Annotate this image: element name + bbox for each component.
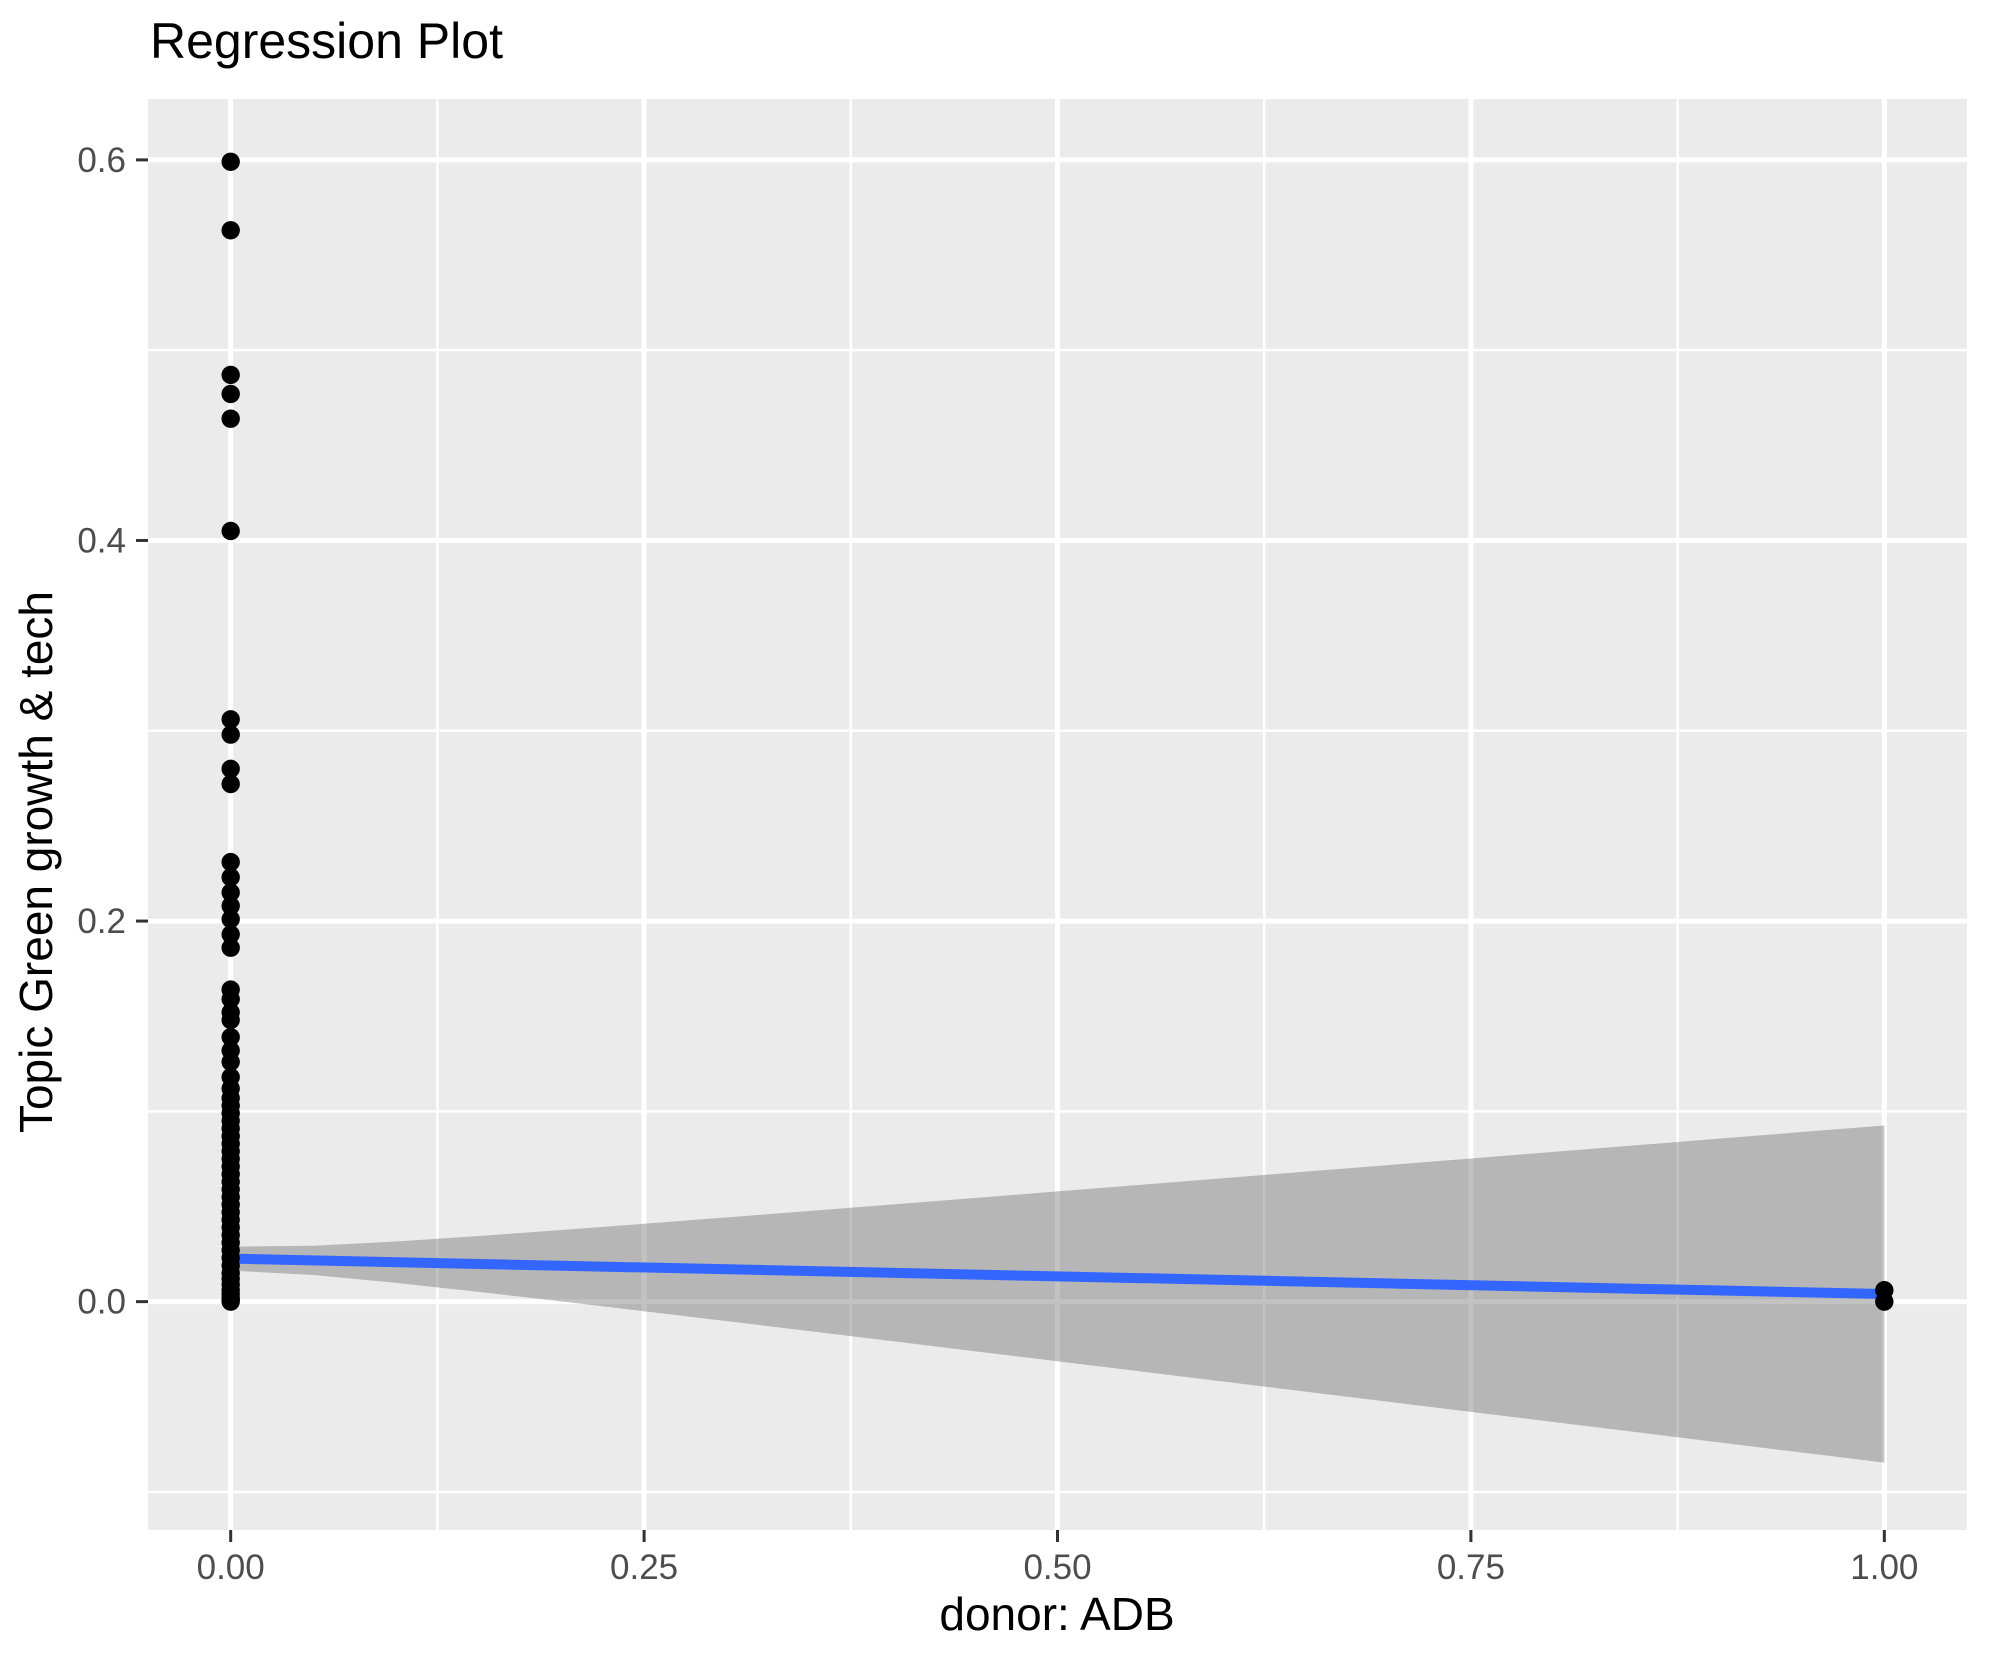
data-point [221,725,240,744]
data-point [221,409,240,428]
data-point [221,152,240,171]
confidence-band [230,1125,1885,1463]
data-point [221,868,240,887]
regression-line [230,1253,1885,1300]
data-point [221,759,240,779]
data-point [221,989,240,1009]
y-tick-label: 0.0 [77,1283,126,1322]
x-tick-label: 0.75 [1437,1548,1505,1587]
x-tick-label: 0.25 [610,1548,678,1587]
x-tick-label: 1.00 [1850,1548,1918,1587]
data-point [221,938,240,957]
data-point [221,521,240,541]
data-point [221,909,240,929]
y-tick-label: 0.2 [77,902,126,941]
data-point [221,1010,240,1030]
data-point [221,1027,240,1047]
data-point [221,384,240,404]
data-point [221,852,240,872]
data-point [1875,1292,1894,1311]
data-point [221,221,240,240]
data-point [221,896,240,916]
x-axis-title: donor: ADB [939,1588,1175,1640]
x-tick-label: 0.50 [1023,1548,1091,1587]
data-point [221,1292,240,1311]
data-point [221,925,240,944]
data-point [221,774,240,794]
data-point [221,883,240,902]
y-tick-label: 0.4 [77,521,126,560]
plot-title: Regression Plot [150,13,503,69]
y-tick-label: 0.6 [77,141,126,180]
data-point [221,1052,240,1072]
x-tick-label: 0.00 [197,1548,265,1587]
data-point [221,710,240,729]
data-point [221,365,240,385]
